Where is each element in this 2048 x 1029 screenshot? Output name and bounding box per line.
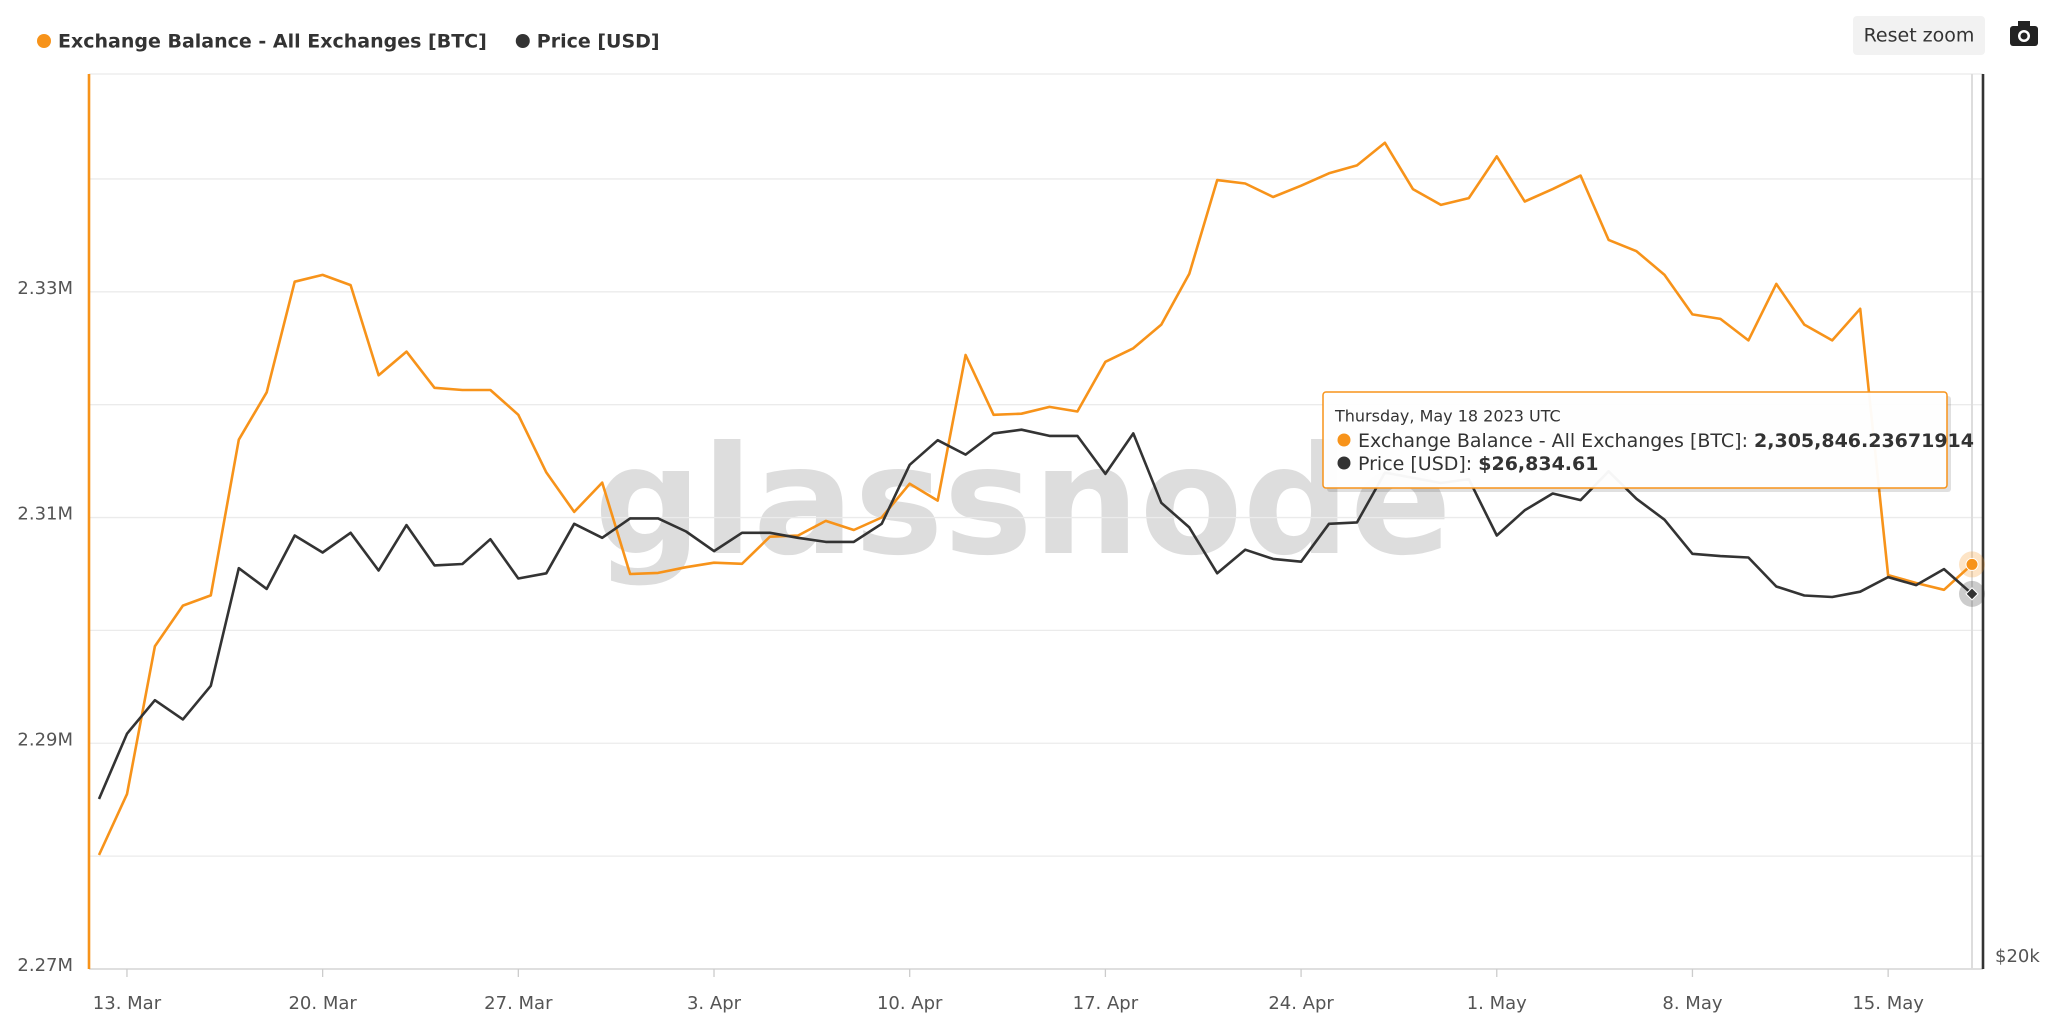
legend-label: Exchange Balance - All Exchanges [BTC] — [58, 31, 487, 53]
series-line — [97, 428, 1973, 800]
series-line — [97, 141, 1973, 856]
legend-label: Price [USD] — [537, 31, 660, 53]
x-tick-label: 20. Mar — [288, 993, 357, 1014]
tooltip-box — [1322, 391, 1948, 489]
tooltip-label: Price [USD]: — [1358, 453, 1478, 475]
hover-marker — [1965, 557, 1979, 571]
camera-icon[interactable] — [2010, 21, 2038, 46]
tooltip-title: Thursday, May 18 2023 UTC — [1334, 407, 1561, 426]
x-tick-label: 3. Apr — [687, 993, 742, 1014]
tooltip-value: $26,834.61 — [1478, 453, 1598, 475]
watermark: glassnode — [594, 415, 1452, 589]
tooltip-row: Price [USD]: $26,834.61 — [1358, 453, 1598, 475]
x-tick-label: 1. May — [1467, 993, 1527, 1014]
y-tick-label: 2.29M — [17, 729, 73, 750]
reset-zoom-button[interactable] — [1853, 16, 1985, 55]
x-tick-label: 10. Apr — [877, 993, 943, 1014]
reset-zoom-label[interactable]: Reset zoom — [1864, 25, 1975, 47]
tooltip-value: 2,305,846.23671914 — [1754, 430, 1974, 452]
hover-marker — [1965, 587, 1979, 601]
legend-marker — [515, 34, 530, 48]
x-tick-label: 17. Apr — [1073, 993, 1139, 1014]
tooltip-marker — [1337, 433, 1351, 447]
x-tick-label: 8. May — [1662, 993, 1722, 1014]
tooltip-row: Exchange Balance - All Exchanges [BTC]: … — [1358, 430, 1974, 452]
y-tick-label: 2.33M — [17, 278, 73, 299]
x-tick-label: 24. Apr — [1268, 993, 1334, 1014]
x-tick-label: 15. May — [1852, 993, 1924, 1014]
y2-tick-label: $20k — [1995, 946, 2040, 967]
tooltip-marker — [1337, 456, 1351, 470]
legend-marker — [37, 34, 51, 48]
x-tick-label: 13. Mar — [93, 993, 162, 1014]
x-tick-label: 27. Mar — [484, 993, 553, 1014]
y-tick-label: 2.31M — [17, 504, 73, 525]
y-tick-label: 2.27M — [17, 955, 73, 976]
tooltip-label: Exchange Balance - All Exchanges [BTC]: — [1358, 430, 1754, 452]
tooltip: Thursday, May 18 2023 UTC Exchange Balanc… — [1322, 391, 1974, 492]
